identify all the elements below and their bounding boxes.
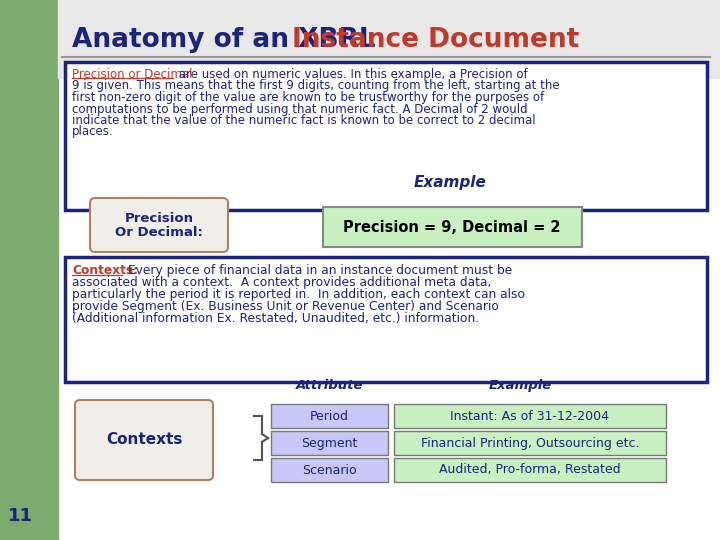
Text: Example: Example bbox=[413, 175, 487, 190]
FancyBboxPatch shape bbox=[394, 431, 666, 455]
FancyBboxPatch shape bbox=[65, 257, 707, 382]
Text: places.: places. bbox=[72, 125, 114, 138]
FancyBboxPatch shape bbox=[323, 207, 582, 247]
FancyBboxPatch shape bbox=[75, 400, 213, 480]
Text: are used on numeric values. In this example, a Precision of: are used on numeric values. In this exam… bbox=[175, 68, 528, 81]
Text: Example: Example bbox=[488, 379, 552, 392]
FancyBboxPatch shape bbox=[271, 404, 388, 428]
Text: Instant: As of 31-12-2004: Instant: As of 31-12-2004 bbox=[451, 409, 610, 422]
Text: Every piece of financial data in an instance document must be: Every piece of financial data in an inst… bbox=[124, 264, 512, 277]
Text: Anatomy of an XBRL: Anatomy of an XBRL bbox=[72, 27, 384, 53]
Text: Audited, Pro-forma, Restated: Audited, Pro-forma, Restated bbox=[439, 463, 621, 476]
FancyBboxPatch shape bbox=[90, 198, 228, 252]
Bar bbox=[58, 0, 720, 78]
FancyBboxPatch shape bbox=[394, 458, 666, 482]
Text: first non-zero digit of the value are known to be trustworthy for the purposes o: first non-zero digit of the value are kn… bbox=[72, 91, 544, 104]
FancyBboxPatch shape bbox=[65, 62, 707, 210]
Text: Or Decimal:: Or Decimal: bbox=[115, 226, 203, 240]
Text: Financial Printing, Outsourcing etc.: Financial Printing, Outsourcing etc. bbox=[420, 436, 639, 449]
Text: particularly the period it is reported in.  In addition, each context can also: particularly the period it is reported i… bbox=[72, 288, 525, 301]
Text: provide Segment (Ex. Business Unit or Revenue Center) and Scenario: provide Segment (Ex. Business Unit or Re… bbox=[72, 300, 499, 313]
Text: Contexts:: Contexts: bbox=[72, 264, 138, 277]
Text: Instance Document: Instance Document bbox=[292, 27, 580, 53]
Text: Segment: Segment bbox=[301, 436, 357, 449]
Text: Precision = 9, Decimal = 2: Precision = 9, Decimal = 2 bbox=[343, 219, 561, 234]
Text: Precision or Decimal: Precision or Decimal bbox=[72, 68, 192, 81]
Text: 9 is given. This means that the first 9 digits, counting from the left, starting: 9 is given. This means that the first 9 … bbox=[72, 79, 559, 92]
Text: associated with a context.  A context provides additional meta data,: associated with a context. A context pro… bbox=[72, 276, 491, 289]
Text: computations to be performed using that numeric fact. A Decimal of 2 would: computations to be performed using that … bbox=[72, 103, 528, 116]
Text: Scenario: Scenario bbox=[302, 463, 356, 476]
Text: Precision: Precision bbox=[125, 213, 194, 226]
FancyBboxPatch shape bbox=[271, 458, 388, 482]
Text: Period: Period bbox=[310, 409, 348, 422]
Text: 11: 11 bbox=[7, 507, 32, 525]
Bar bbox=[0, 0, 58, 540]
Text: Attribute: Attribute bbox=[296, 379, 364, 392]
FancyBboxPatch shape bbox=[394, 404, 666, 428]
Text: (Additional information Ex. Restated, Unaudited, etc.) information.: (Additional information Ex. Restated, Un… bbox=[72, 312, 479, 325]
FancyBboxPatch shape bbox=[271, 431, 388, 455]
Text: Contexts: Contexts bbox=[106, 433, 182, 448]
Text: indicate that the value of the numeric fact is known to be correct to 2 decimal: indicate that the value of the numeric f… bbox=[72, 114, 536, 127]
